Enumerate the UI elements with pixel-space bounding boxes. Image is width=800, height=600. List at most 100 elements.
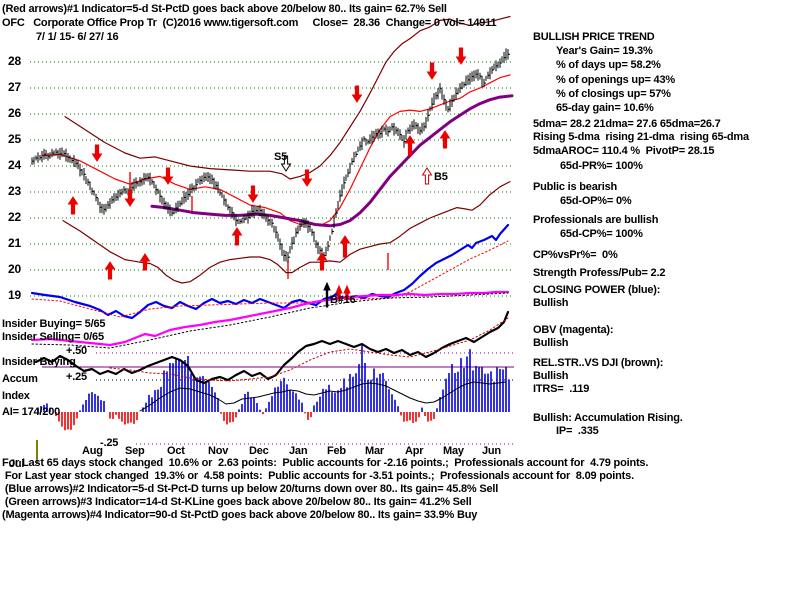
- panel-line-11: 65d-OP%= 0%: [560, 195, 632, 207]
- panel-line-21: Bullish: [533, 370, 569, 382]
- up-arrow: [323, 281, 331, 308]
- price-tick-20: 20: [8, 262, 21, 276]
- ai-average-line: [139, 381, 507, 412]
- panel-line-15: Strength Profess/Pub= 2.2: [533, 267, 666, 279]
- month-label-Aug: Aug: [82, 445, 103, 457]
- price-tick-25: 25: [8, 132, 21, 146]
- left-label-8: -.25: [100, 437, 119, 449]
- month-label-Dec: Dec: [249, 445, 269, 457]
- footer-line-3: (Green arrows)#3 Indicator=14-d St-KLine…: [2, 496, 472, 508]
- left-label-0: Insider Buying= 5/65: [2, 318, 106, 330]
- signal-up-arrow: [421, 167, 433, 185]
- panel-line-22: ITRS= .119: [533, 383, 590, 395]
- panel-line-8: 5dmaAROC= 110.4 % PivotP= 28.15: [533, 145, 715, 157]
- panel-line-6: 5dma= 28.2 21dma= 27.6 65dma=26.7: [533, 118, 721, 130]
- left-label-1: Insider Selling= 0/65: [2, 331, 104, 343]
- upper-band-line: [64, 15, 511, 180]
- up-arrow: [335, 284, 343, 300]
- panel-line-3: % of openings up= 43%: [556, 74, 675, 86]
- closing-power-line: [30, 223, 510, 320]
- down-arrow: [301, 169, 313, 187]
- month-label-Oct: Oct: [167, 445, 185, 457]
- panel-line-4: % of closings up= 57%: [556, 88, 671, 100]
- panel-line-5: 65-day gain= 10.6%: [556, 102, 654, 114]
- obv-average-line: [31, 292, 509, 349]
- footer-line-2: (Blue arrows)#2 Indicator=5-d St-Pct-D t…: [2, 483, 499, 495]
- footer-line-4: (Magenta arrows)#4 Indicator=90-d St-Pct…: [2, 509, 478, 521]
- down-arrow: [162, 167, 174, 185]
- obv-line: [30, 290, 510, 347]
- rel-str-line: [34, 310, 510, 385]
- price-tick-19: 19: [8, 288, 21, 302]
- indicator-1-legend: (Red arrows)#1 Indicator=5-d St-PctD goe…: [2, 3, 447, 15]
- up-arrow: [104, 261, 116, 280]
- panel-line-19: Bullish: [533, 337, 569, 349]
- panel-line-18: OBV (magenta):: [533, 324, 614, 336]
- up-arrow: [67, 196, 79, 215]
- chart-annotation-2: B#16: [330, 294, 356, 306]
- up-arrow: [231, 227, 243, 246]
- price-tick-27: 27: [8, 80, 21, 94]
- panel-line-23: Bullish: Accumulation Rising.: [533, 412, 683, 424]
- chart-annotation-3: Jul: [9, 458, 25, 470]
- panel-line-7: Rising 5-dma rising 21-dma rising 65-dma: [533, 131, 749, 143]
- up-arrow: [343, 284, 351, 300]
- cp-average-line: [31, 240, 509, 318]
- down-arrow: [247, 185, 259, 203]
- price-tick-22: 22: [8, 210, 21, 224]
- down-arrow: [455, 47, 467, 65]
- panel-line-1: Year's Gain= 19.3%: [556, 45, 653, 57]
- month-label-Jun: Jun: [482, 445, 501, 457]
- panel-line-24: IP= .335: [556, 425, 599, 437]
- panel-line-20: REL.STR..VS DJI (brown):: [533, 357, 664, 369]
- left-label-5: +.25: [66, 371, 87, 383]
- down-arrow: [124, 189, 136, 207]
- left-label-6: Index: [2, 390, 30, 402]
- down-arrow: [351, 85, 363, 103]
- panel-line-9: 65d-PR%= 100%: [560, 160, 643, 172]
- month-label-May: May: [443, 445, 464, 457]
- price-tick-24: 24: [8, 158, 21, 172]
- lower-band-line: [62, 181, 511, 284]
- price-tick-26: 26: [8, 106, 21, 120]
- month-label-Jan: Jan: [289, 445, 308, 457]
- footer-line-0: For Last 65 days stock changed 10.6% or …: [2, 457, 649, 469]
- panel-line-14: CP%vsPr%= 0%: [533, 249, 618, 261]
- panel-line-16: CLOSING POWER (blue):: [533, 284, 661, 296]
- up-arrow: [316, 252, 328, 271]
- signal-down-arrow: [280, 155, 292, 172]
- left-label-2: +.50: [66, 345, 87, 357]
- month-label-Nov: Nov: [208, 445, 229, 457]
- footer-line-1: For Last year stock changed 19.3% or 4.5…: [2, 470, 634, 482]
- dma65-line: [150, 94, 514, 228]
- down-arrow: [426, 62, 438, 80]
- up-arrow: [339, 235, 351, 258]
- left-label-3: Insider Buying: [2, 356, 76, 368]
- panel-line-13: 65d-CP%= 100%: [560, 228, 643, 240]
- month-label-Mar: Mar: [365, 445, 384, 457]
- month-label-Sep: Sep: [125, 445, 145, 457]
- panel-line-2: % of days up= 58.2%: [556, 59, 661, 71]
- date-range: 7/ 1/ 15- 6/ 27/ 16: [36, 31, 119, 43]
- down-arrow: [91, 144, 103, 162]
- left-label-4: Accum: [2, 373, 38, 385]
- up-arrow: [439, 130, 451, 149]
- price-tick-21: 21: [8, 236, 21, 250]
- price-tick-28: 28: [8, 54, 21, 68]
- month-label-Feb: Feb: [327, 445, 346, 457]
- panel-line-0: BULLISH PRICE TREND: [533, 31, 655, 43]
- month-label-Apr: Apr: [405, 445, 424, 457]
- price-tick-23: 23: [8, 184, 21, 198]
- panel-line-10: Public is bearish: [533, 181, 618, 193]
- up-arrow: [139, 253, 151, 271]
- ticker-title-line: OFC Corporate Office Prop Tr (C)2016 www…: [2, 17, 497, 29]
- up-arrow: [404, 135, 416, 156]
- left-label-7: AI= 174/200: [2, 406, 61, 418]
- rel-str-average-line: [109, 317, 509, 382]
- chart-annotation-0: S5: [274, 151, 288, 163]
- panel-line-12: Professionals are bullish: [533, 214, 659, 226]
- chart-annotation-1: B5: [434, 171, 448, 183]
- panel-line-17: Bullish: [533, 297, 569, 309]
